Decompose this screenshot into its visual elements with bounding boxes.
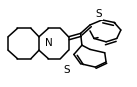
- Text: N: N: [45, 39, 53, 48]
- Text: S: S: [63, 65, 70, 75]
- Text: S: S: [95, 9, 102, 19]
